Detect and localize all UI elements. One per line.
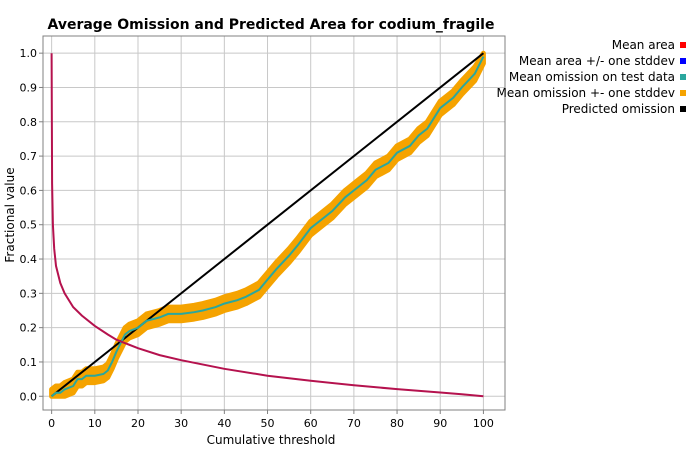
x-tick-label: 60 — [304, 417, 318, 430]
y-tick-label: 0.9 — [20, 81, 38, 94]
series-mean-omission — [50, 56, 485, 398]
y-tick-label: 0.1 — [20, 356, 38, 369]
y-tick-label: 0.8 — [20, 116, 38, 129]
x-tick-label: 0 — [48, 417, 55, 430]
y-tick-label: 0.5 — [20, 219, 38, 232]
legend-label: Predicted omission — [562, 102, 675, 116]
legend-swatch — [680, 90, 686, 96]
legend-label: Mean omission +- one stddev — [497, 86, 676, 100]
x-tick-label: 90 — [433, 417, 447, 430]
x-tick-label: 30 — [174, 417, 188, 430]
legend-swatch — [680, 106, 686, 112]
x-axis-label: Cumulative threshold — [207, 433, 336, 447]
series-mean-area — [50, 53, 484, 398]
legend-label: Mean omission on test data — [509, 70, 675, 84]
y-tick-label: 0.2 — [20, 322, 38, 335]
legend-swatch — [680, 58, 686, 64]
y-tick-label: 0.7 — [20, 150, 38, 163]
x-tick-label: 10 — [88, 417, 102, 430]
legend: Mean area Mean area +/- one stddev Mean om… — [497, 38, 686, 116]
y-tick-label: 0.4 — [20, 253, 38, 266]
x-tick-label: 80 — [390, 417, 404, 430]
legend-label: Mean area +/- one stddev — [519, 54, 675, 68]
y-axis-label: Fractional value — [3, 167, 17, 262]
y-tick-label: 1.0 — [20, 47, 38, 60]
x-tick-label: 20 — [131, 417, 145, 430]
chart-title: Average Omission and Predicted Area for … — [48, 17, 495, 33]
y-tick-label: 0.0 — [20, 390, 38, 403]
plot-area: 0 10 20 30 40 50 60 70 80 90 100 0.0 0.1 0.2 0.3 0.4 0.5… — [20, 35, 506, 430]
legend-swatch — [680, 74, 686, 80]
x-tick-label: 40 — [217, 417, 231, 430]
y-tick-label: 0.3 — [20, 287, 38, 300]
x-tick-label: 70 — [347, 417, 361, 430]
x-tick-label: 100 — [473, 417, 494, 430]
legend-swatch — [680, 42, 686, 48]
y-tick-label: 0.6 — [20, 184, 38, 197]
legend-label: Mean area — [612, 38, 675, 52]
plot-frame — [42, 35, 506, 411]
x-tick-label: 50 — [261, 417, 275, 430]
